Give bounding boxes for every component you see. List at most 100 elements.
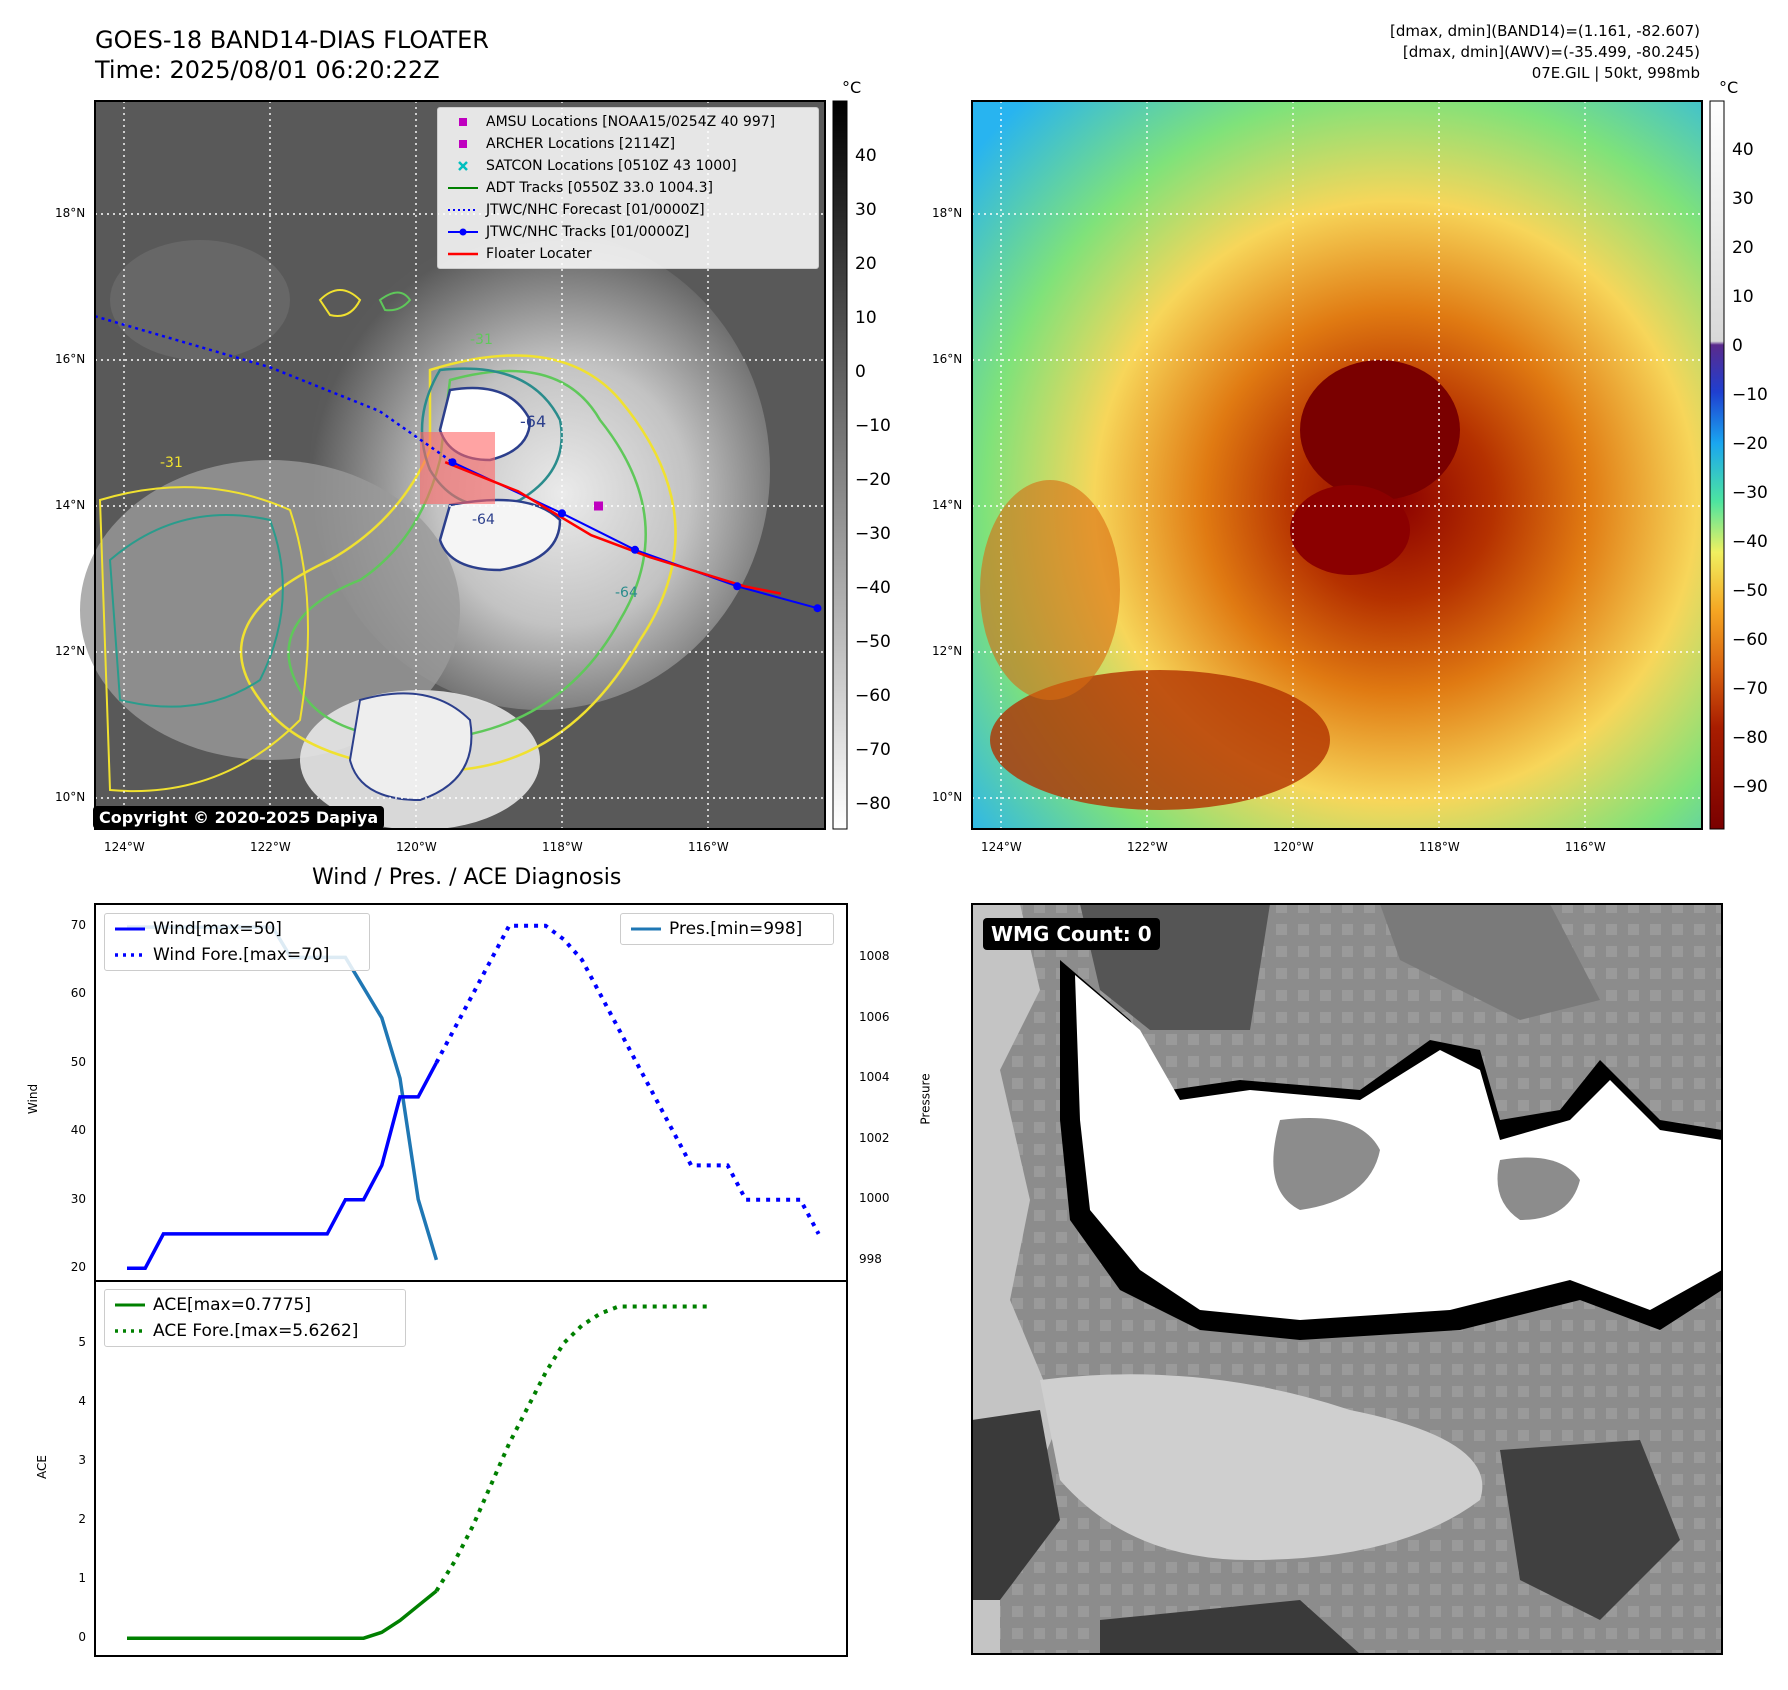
ace-series-line (127, 1589, 438, 1640)
colorbar-tick: −50 (855, 632, 891, 652)
archer-location-marker (594, 501, 603, 511)
line-marker-icon (448, 177, 478, 199)
contour-label: -64 (520, 412, 547, 431)
colorbar-tick: −20 (855, 470, 891, 490)
legend-item-wind: Wind[max=50] (105, 916, 369, 942)
colorbar-tick: 0 (1732, 336, 1743, 356)
colorbar-tick: −80 (855, 794, 891, 814)
contour-label: -64 (615, 585, 638, 601)
colorbar-tick: 10 (855, 308, 877, 328)
color-colorbar (1709, 100, 1725, 830)
colorbar-tick: −40 (1732, 532, 1768, 552)
figure-title: GOES-18 BAND14-DIAS FLOATER (95, 26, 489, 54)
wind-axis-label: Wind (26, 1083, 41, 1115)
lat-label: 14°N (55, 498, 86, 512)
lat-label: 12°N (932, 644, 963, 658)
colorbar-tick: −50 (1732, 581, 1768, 601)
legend-item-adt: ADT Tracks [0550Z 33.0 1004.3] (438, 177, 818, 199)
colorbar-tick: 20 (855, 254, 877, 274)
figure-time: Time: 2025/08/01 06:20:22Z (95, 56, 440, 84)
axis-tick-label: 998 (859, 1251, 882, 1266)
axis-tick-label: 20 (70, 1260, 86, 1275)
colorbar-tick: 0 (855, 362, 866, 382)
ace-axis-label: ACE (34, 1455, 49, 1479)
lat-label: 10°N (55, 790, 86, 804)
contour-label: -64 (472, 512, 495, 528)
colorbar-tick: 30 (855, 200, 877, 220)
legend-label: SATCON Locations [0510Z 43 1000] (486, 158, 737, 174)
colorbar-tick: −70 (1732, 679, 1768, 699)
axis-tick-label: 4 (78, 1394, 86, 1409)
lon-label: 116°W (688, 840, 729, 854)
track-point (813, 604, 822, 613)
lon-label: 118°W (542, 840, 583, 854)
axis-tick-label: 2 (78, 1512, 86, 1527)
gray-colorbar-unit: °C (842, 78, 862, 97)
colorbar-tick: 30 (1732, 189, 1754, 209)
wind-series-line (127, 1061, 438, 1270)
map-legend: AMSU Locations [NOAA15/0254Z 40 997] ARC… (437, 107, 819, 269)
lat-label: 16°N (55, 352, 86, 366)
legend-label: Wind Fore.[max=70] (153, 945, 330, 965)
legend-label: ACE Fore.[max=5.6262] (153, 1321, 359, 1341)
axis-tick-label: 1 (78, 1571, 86, 1586)
legend-item-floater: Floater Locater (438, 243, 818, 265)
track-point (631, 545, 639, 554)
diagnosis-title: Wind / Pres. / ACE Diagnosis (312, 865, 622, 890)
colorbar-tick: −40 (855, 578, 891, 598)
lon-label: 120°W (396, 840, 437, 854)
legend-label: ARCHER Locations [2114Z] (486, 136, 676, 152)
lat-label: 18°N (55, 206, 86, 220)
floater-locater-line (444, 461, 782, 595)
axis-tick-label: 30 (70, 1191, 86, 1206)
legend-label: ACE[max=0.7775] (153, 1295, 311, 1315)
dotted-line-icon (115, 1318, 145, 1344)
axis-tick-label: 70 (70, 917, 86, 932)
lon-label: 116°W (1565, 840, 1606, 854)
solid-line-icon (115, 916, 145, 942)
lat-label: 18°N (932, 206, 963, 220)
lon-label: 124°W (104, 840, 145, 854)
axis-tick-label: 1008 (859, 949, 890, 964)
legend-item-archer: ARCHER Locations [2114Z] (438, 133, 818, 155)
wind-legend: Wind[max=50] Wind Fore.[max=70] (104, 913, 370, 971)
lat-label: 14°N (932, 498, 963, 512)
colorbar-tick: −90 (1732, 777, 1768, 797)
info-band14: [dmax, dmin](BAND14)=(1.161, -82.607) (1389, 22, 1700, 40)
dotted-line-icon (448, 199, 478, 221)
wmg-count-badge: WMG Count: 0 (983, 918, 1160, 950)
legend-item-forecast: JTWC/NHC Forecast [01/0000Z] (438, 199, 818, 221)
diagnosis-panel (94, 903, 848, 1657)
axis-tick-label: 3 (78, 1453, 86, 1468)
lon-label: 118°W (1419, 840, 1460, 854)
colorbar-tick: 20 (1732, 238, 1754, 258)
legend-label: JTWC/NHC Tracks [01/0000Z] (486, 224, 690, 240)
colorbar-tick: −80 (1732, 728, 1768, 748)
legend-label: Pres.[min=998] (669, 919, 803, 939)
lon-label: 124°W (981, 840, 1022, 854)
legend-label: AMSU Locations [NOAA15/0254Z 40 997] (486, 114, 776, 130)
colorbar-tick: 40 (855, 146, 877, 166)
solid-line-icon (631, 916, 661, 942)
colorbar-tick: 10 (1732, 287, 1754, 307)
legend-item-ace-forecast: ACE Fore.[max=5.6262] (105, 1318, 405, 1344)
lat-label: 10°N (932, 790, 963, 804)
legend-item-wind-forecast: Wind Fore.[max=70] (105, 942, 369, 968)
axis-tick-label: 0 (78, 1630, 86, 1645)
forecast-track-line (94, 315, 454, 464)
legend-label: Floater Locater (486, 246, 592, 262)
line-marker-icon (448, 243, 478, 265)
lat-label: 12°N (55, 644, 86, 658)
contour-label: -31 (470, 332, 493, 348)
axis-tick-label: 1004 (859, 1070, 890, 1085)
color-map-panel (971, 100, 1703, 830)
contour-label: -31 (160, 455, 183, 471)
wmg-panel (971, 903, 1723, 1655)
colorbar-tick: −60 (855, 686, 891, 706)
info-storm: 07E.GIL | 50kt, 998mb (1531, 64, 1700, 82)
track-point (733, 582, 742, 591)
copyright-badge: Copyright © 2020-2025 Dapiya (93, 806, 385, 829)
axis-tick-label: 40 (70, 1123, 86, 1138)
gray-colorbar (832, 100, 848, 830)
